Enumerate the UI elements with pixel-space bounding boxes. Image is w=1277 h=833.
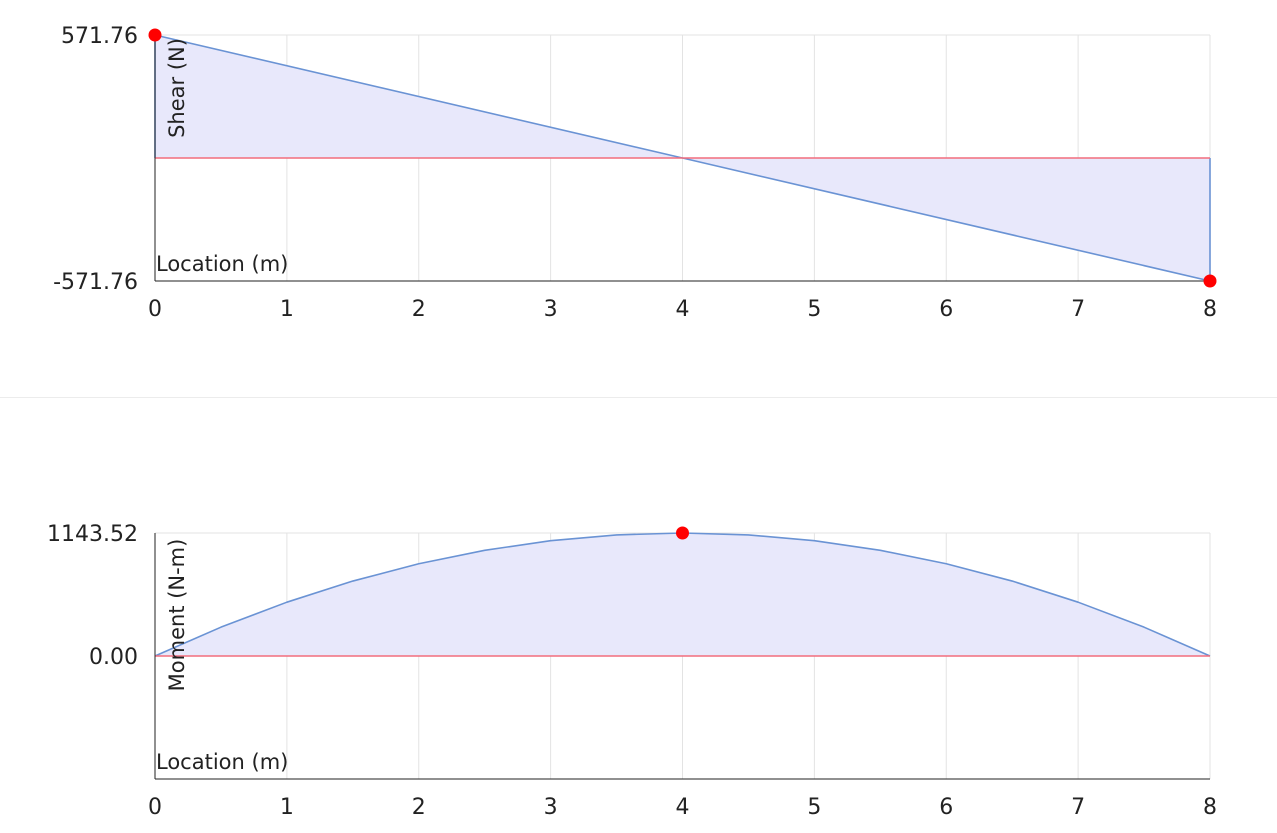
shear-y-tick-label: -571.76: [53, 270, 138, 295]
moment-x-tick-label: 2: [412, 795, 426, 820]
shear-x-tick-label: 8: [1203, 297, 1217, 322]
shear-x-tick-label: 3: [544, 297, 558, 322]
moment-x-axis-title: Location (m): [156, 750, 288, 774]
shear-x-tick-label: 1: [280, 297, 294, 322]
shear-x-tick-label: 5: [807, 297, 821, 322]
moment-diagram-chart: 0 1 2 3 4 5 6 7 8 1143.52 0.00 Location (m) Moment (…: [47, 522, 1217, 820]
moment-x-tick-label: 6: [939, 795, 953, 820]
moment-y-axis-title: Moment (N-m): [165, 539, 189, 692]
panel-divider: [0, 397, 1277, 398]
shear-diagram-panel: 0 1 2 3 4 5 6 7 8 571.76 -571.76 Location (m) Shear …: [0, 0, 1277, 398]
shear-y-tick-label: 571.76: [61, 24, 138, 49]
moment-x-tick-label: 0: [148, 795, 162, 820]
moment-x-tick-label: 3: [544, 795, 558, 820]
moment-x-tick-label: 4: [676, 795, 690, 820]
shear-diagram-chart: 0 1 2 3 4 5 6 7 8 571.76 -571.76 Location (m) Shear …: [53, 24, 1217, 322]
shear-x-axis-title: Location (m): [156, 252, 288, 276]
shear-extreme-marker-1[interactable]: [1203, 274, 1217, 288]
shear-y-axis-title: Shear (N): [165, 38, 189, 138]
moment-y-tick-label: 0.00: [89, 645, 138, 670]
shear-x-tick-label: 6: [939, 297, 953, 322]
moment-x-tick-label: 1: [280, 795, 294, 820]
moment-x-tick-label: 7: [1071, 795, 1085, 820]
shear-x-tick-label: 7: [1071, 297, 1085, 322]
moment-diagram-panel: 0 1 2 3 4 5 6 7 8 1143.52 0.00 Location (m) Moment (…: [0, 398, 1277, 829]
moment-y-tick-label: 1143.52: [47, 522, 138, 547]
shear-extreme-marker-0[interactable]: [148, 28, 162, 42]
moment-x-tick-label: 8: [1203, 795, 1217, 820]
moment-extreme-marker-0[interactable]: [676, 526, 689, 540]
shear-x-tick-label: 0: [148, 297, 162, 322]
moment-x-tick-label: 5: [807, 795, 821, 820]
shear-x-tick-label: 4: [676, 297, 690, 322]
shear-x-tick-label: 2: [412, 297, 426, 322]
